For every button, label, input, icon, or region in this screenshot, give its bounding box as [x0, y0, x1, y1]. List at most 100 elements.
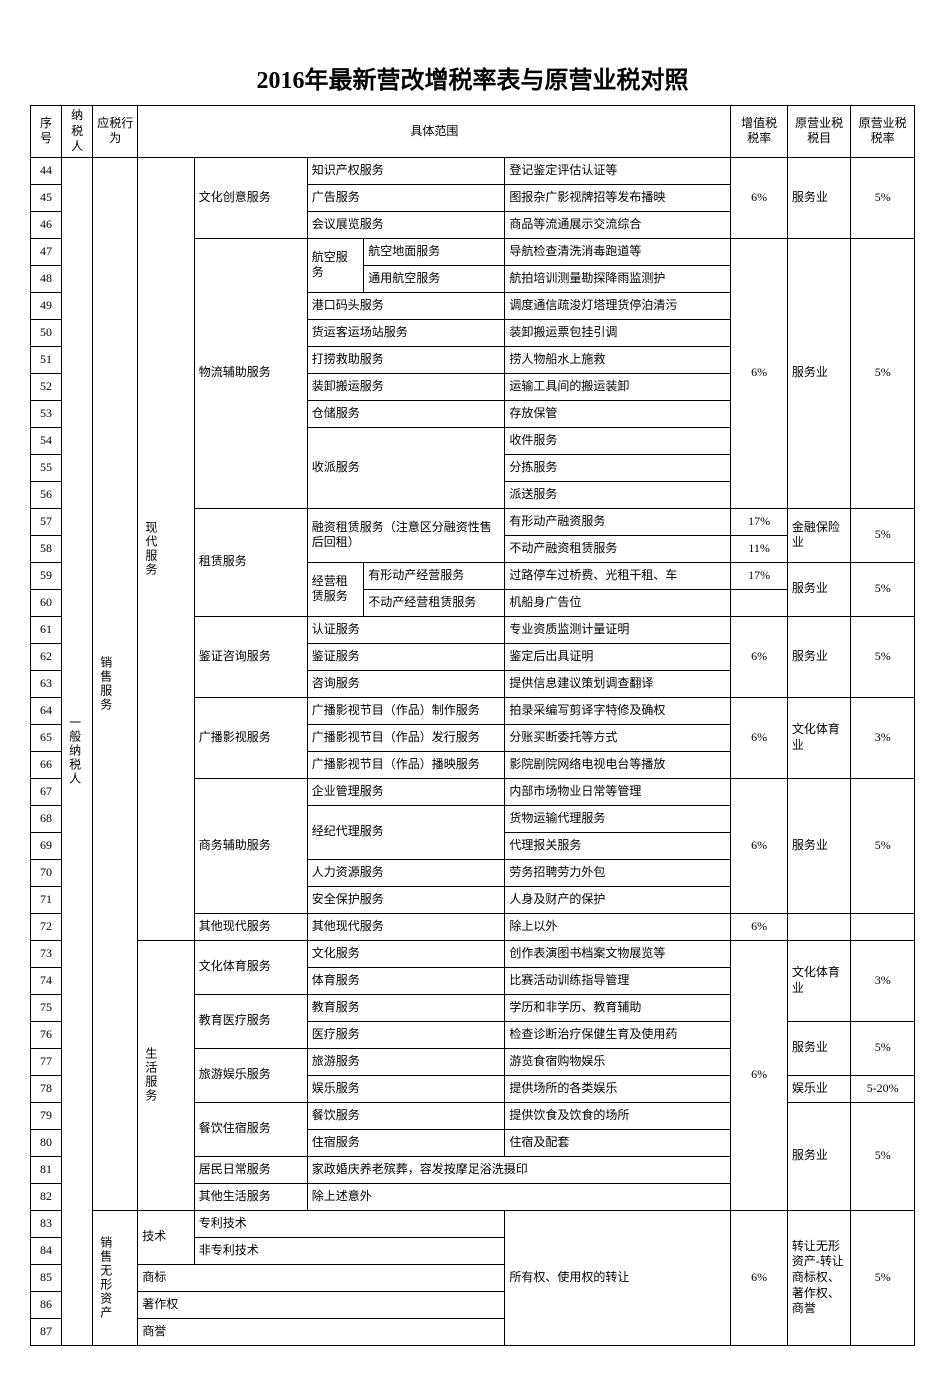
cell: 安全保护服务	[307, 886, 505, 913]
cell: 打捞救助服务	[307, 346, 505, 373]
oldrate: 3%	[851, 697, 915, 778]
cell: 专利技术	[194, 1210, 505, 1237]
cell: 货运客运场站服务	[307, 319, 505, 346]
row-44: 44 一般纳税人 销售服务 现代服务 文化创意服务 知识产权服务 登记鉴定评估认…	[31, 157, 915, 184]
seq: 50	[31, 319, 62, 346]
oldcat: 服务业	[787, 1102, 851, 1210]
seq: 80	[31, 1129, 62, 1156]
vat: 6%	[731, 697, 787, 778]
cell: 拍录采编写剪译字特修及确权	[505, 697, 731, 724]
cell: 商标	[138, 1264, 505, 1291]
oldrate: 5%	[851, 1210, 915, 1345]
cell: 经纪代理服务	[307, 805, 505, 859]
seq: 54	[31, 427, 62, 454]
oldrate: 5%	[851, 1021, 915, 1075]
cell: 通用航空服务	[364, 265, 505, 292]
vat: 6%	[731, 913, 787, 940]
cell: 旅游服务	[307, 1048, 505, 1075]
oldcat: 服务业	[787, 778, 851, 913]
cell: 商誉	[138, 1318, 505, 1345]
cell: 其他现代服务	[307, 913, 505, 940]
vat: 6%	[731, 940, 787, 1210]
cell: 家政婚庆养老殡葬，容发按摩足浴洗摄印	[307, 1156, 731, 1183]
oldcat: 服务业	[787, 616, 851, 697]
cell: 航拍培训测量勘探降雨监测护	[505, 265, 731, 292]
cell: 分账买断委托等方式	[505, 724, 731, 751]
h-seq: 序号	[31, 106, 62, 158]
vat: 17%	[731, 562, 787, 589]
h-vat: 增值税税率	[731, 106, 787, 158]
oldrate: 5%	[851, 616, 915, 697]
cell: 广告服务	[307, 184, 505, 211]
g-other-life: 其他生活服务	[194, 1183, 307, 1210]
g-tour-ent: 旅游娱乐服务	[194, 1048, 307, 1102]
seq: 85	[31, 1264, 62, 1291]
seq: 70	[31, 859, 62, 886]
cell: 专业资质监测计量证明	[505, 616, 731, 643]
cell: 航空地面服务	[364, 238, 505, 265]
cell: 人力资源服务	[307, 859, 505, 886]
cell: 影院剧院网络电视电台等播放	[505, 751, 731, 778]
vat: 6%	[731, 778, 787, 913]
cell: 娱乐服务	[307, 1075, 505, 1102]
g-culture-sport: 文化体育服务	[194, 940, 307, 994]
h-oldrate: 原营业税税率	[851, 106, 915, 158]
cell: 企业管理服务	[307, 778, 505, 805]
seq: 75	[31, 994, 62, 1021]
vat: 11%	[731, 535, 787, 562]
oldrate	[851, 913, 915, 940]
oldrate: 5%	[851, 157, 915, 238]
sub-oplease: 经营租赁服务	[307, 562, 363, 616]
cat-tech: 技术	[138, 1210, 194, 1264]
oldcat: 转让无形资产-转让商标权、著作权、商誉	[787, 1210, 851, 1345]
seq: 47	[31, 238, 62, 265]
cell: 教育服务	[307, 994, 505, 1021]
cell: 提供饮食及饮食的场所	[505, 1102, 731, 1129]
seq: 68	[31, 805, 62, 832]
seq: 69	[31, 832, 62, 859]
payer: 一般纳税人	[62, 157, 93, 1345]
oldcat: 金融保险业	[787, 508, 851, 562]
seq: 60	[31, 589, 62, 616]
oldcat: 服务业	[787, 562, 851, 616]
oldcat: 文化体育业	[787, 697, 851, 778]
cell: 会议展览服务	[307, 211, 505, 238]
cell: 比赛活动训练指导管理	[505, 967, 731, 994]
cell: 仓储服务	[307, 400, 505, 427]
h-scope: 具体范围	[138, 106, 731, 158]
seq: 73	[31, 940, 62, 967]
cell: 广播影视节目（作品）制作服务	[307, 697, 505, 724]
cell: 知识产权服务	[307, 157, 505, 184]
cell: 不动产经营租赁服务	[364, 589, 505, 616]
g-culture-creative: 文化创意服务	[194, 157, 307, 238]
oldcat: 服务业	[787, 157, 851, 238]
cat-life: 生活服务	[138, 940, 194, 1210]
cell: 医疗服务	[307, 1021, 505, 1048]
g-broadcast: 广播影视服务	[194, 697, 307, 778]
seq: 76	[31, 1021, 62, 1048]
seq: 72	[31, 913, 62, 940]
seq: 67	[31, 778, 62, 805]
cell: 装卸搬运票包挂引调	[505, 319, 731, 346]
seq: 48	[31, 265, 62, 292]
oldcat: 服务业	[787, 238, 851, 508]
behavior-sale-intangible: 销售无形资产	[93, 1210, 138, 1345]
seq: 64	[31, 697, 62, 724]
cell: 图报杂广影视牌招等发布播映	[505, 184, 731, 211]
cell: 广播影视节目（作品）播映服务	[307, 751, 505, 778]
cell: 机船身广告位	[505, 589, 731, 616]
seq: 86	[31, 1291, 62, 1318]
page-title: 2016年最新营改增税率表与原营业税对照	[30, 60, 915, 95]
oldcat: 文化体育业	[787, 940, 851, 1021]
cell: 认证服务	[307, 616, 505, 643]
oldrate: 5%	[851, 562, 915, 616]
cell: 内部市场物业日常等管理	[505, 778, 731, 805]
seq: 78	[31, 1075, 62, 1102]
oldrate: 5%	[851, 238, 915, 508]
cell: 过路停车过桥费、光租干租、车	[505, 562, 731, 589]
vat: 6%	[731, 238, 787, 508]
cell: 有形动产经营服务	[364, 562, 505, 589]
cell: 鉴定后出具证明	[505, 643, 731, 670]
cell: 提供场所的各类娱乐	[505, 1075, 731, 1102]
cell: 劳务招聘劳力外包	[505, 859, 731, 886]
